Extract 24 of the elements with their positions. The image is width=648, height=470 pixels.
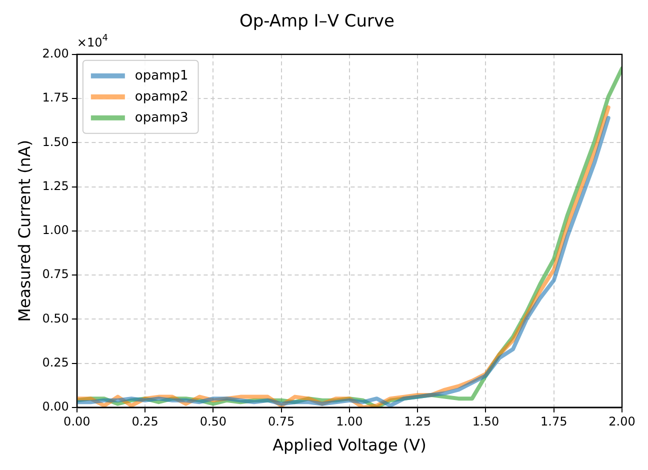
y-tick-label: 0.50: [42, 311, 69, 326]
legend-label: opamp3: [134, 110, 188, 126]
legend-label: opamp2: [134, 89, 188, 104]
chart-title: Op-Amp I–V Curve: [239, 12, 395, 32]
y-tick-label: 1.25: [42, 178, 69, 193]
y-tick-label: 0.25: [42, 355, 69, 370]
x-tick-label: 1.50: [472, 414, 500, 429]
y-tick-label: 1.00: [42, 223, 69, 238]
x-tick-label: 0.50: [200, 414, 227, 429]
x-tick-label: 1.00: [336, 414, 363, 429]
x-tick-label: 0.25: [132, 414, 158, 429]
y-tick-label: 0.75: [42, 267, 69, 282]
x-tick-label: 1.25: [404, 414, 431, 429]
x-tick-label: 2.00: [608, 414, 636, 429]
x-axis-title: Applied Voltage (V): [272, 436, 426, 455]
x-tick-label: 1.75: [540, 414, 568, 429]
y-tick-label: 2.00: [42, 46, 69, 61]
x-tick-label: 0.75: [268, 414, 295, 429]
y-tick-label: 1.75: [42, 90, 69, 105]
y-tick-label: 0.00: [42, 400, 69, 414]
legend-label: opamp1: [134, 68, 188, 84]
y-tick-label: 1.50: [42, 134, 69, 149]
x-tick-label: 0.00: [64, 414, 90, 429]
y-axis-title: Measured Current (nA): [14, 140, 34, 322]
